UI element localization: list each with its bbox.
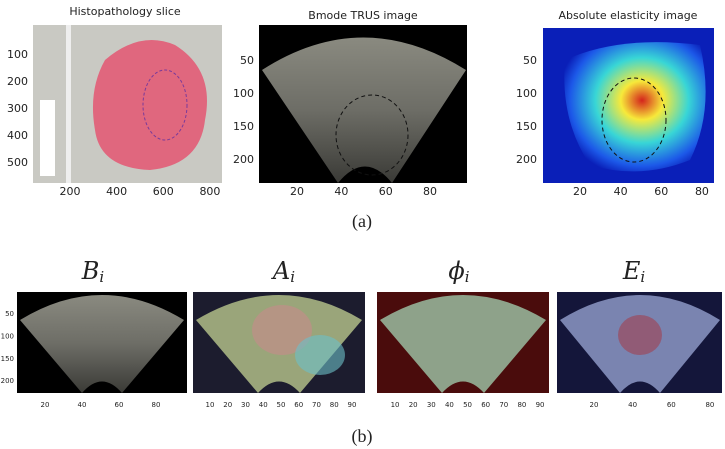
math-label: Ei [622, 257, 646, 287]
y-tick-label: 200 [7, 75, 28, 88]
x-tick-label: 40 [334, 185, 348, 198]
y-tick-label: 100 [1, 332, 14, 340]
x-tick-label: 10 [391, 401, 400, 409]
symbol: A [271, 257, 290, 285]
subscript: i [465, 268, 470, 286]
x-tick-label: 60 [667, 401, 676, 409]
symbol: ϕ [448, 257, 464, 285]
x-tick-label: 80 [517, 401, 526, 409]
x-tick-label: 30 [427, 401, 436, 409]
x-tick-label: 60 [294, 401, 303, 409]
subscript: i [99, 268, 104, 286]
y-tick-label: 100 [7, 48, 28, 61]
figure: Histopathology slice Bmode TRUS image Ab… [0, 0, 725, 449]
bmode-image [259, 25, 467, 183]
x-tick-label: 80 [330, 401, 339, 409]
x-tick-label: 60 [115, 401, 124, 409]
x-tick-label: 90 [348, 401, 357, 409]
y-tick-label: 200 [1, 377, 14, 385]
x-tick-label: 80 [152, 401, 161, 409]
x-tick-label: 80 [423, 185, 437, 198]
x-tick-label: 30 [241, 401, 250, 409]
x-tick-label: 60 [654, 185, 668, 198]
y-tick-label: 50 [5, 310, 14, 318]
math-label: Bi [81, 257, 105, 287]
x-tick-label: 70 [312, 401, 321, 409]
y-tick-label: 150 [516, 120, 537, 133]
y-tick-label: 100 [516, 87, 537, 100]
x-tick-label: 80 [705, 401, 714, 409]
symbol: E [622, 257, 641, 285]
x-tick-label: 50 [277, 401, 286, 409]
x-tick-label: 80 [695, 185, 709, 198]
math-label: Ai [271, 257, 295, 287]
x-tick-label: 40 [628, 401, 637, 409]
y-tick-label: 400 [7, 129, 28, 142]
elasticity-small [557, 292, 722, 393]
y-tick-label: 150 [1, 355, 14, 363]
x-tick-label: 20 [573, 185, 587, 198]
x-tick-label: 40 [614, 185, 628, 198]
x-tick-label: 200 [59, 185, 80, 198]
x-tick-label: 400 [106, 185, 127, 198]
y-tick-label: 200 [516, 153, 537, 166]
caption: (b) [352, 426, 373, 447]
x-tick-label: 40 [78, 401, 87, 409]
y-tick-label: 50 [240, 54, 254, 67]
x-tick-label: 90 [536, 401, 545, 409]
y-tick-label: 200 [233, 153, 254, 166]
amplitude-image [193, 292, 365, 393]
x-tick-label: 40 [445, 401, 454, 409]
y-tick-label: 50 [523, 54, 537, 67]
x-tick-label: 70 [499, 401, 508, 409]
x-tick-label: 20 [290, 185, 304, 198]
x-tick-label: 600 [153, 185, 174, 198]
y-tick-label: 100 [233, 87, 254, 100]
y-tick-label: 150 [233, 120, 254, 133]
histology-image [33, 25, 222, 183]
phase-image [377, 292, 549, 393]
x-tick-label: 20 [589, 401, 598, 409]
panel-title: Histopathology slice [69, 5, 181, 18]
y-tick-label: 300 [7, 102, 28, 115]
math-label: ϕi [448, 257, 469, 287]
caption: (a) [352, 211, 372, 232]
x-tick-label: 40 [259, 401, 268, 409]
panel-title: Bmode TRUS image [308, 9, 418, 22]
bmode-small [17, 292, 187, 393]
x-tick-label: 20 [223, 401, 232, 409]
symbol: B [81, 257, 100, 285]
x-tick-label: 60 [379, 185, 393, 198]
subscript: i [290, 268, 295, 286]
x-tick-label: 50 [463, 401, 472, 409]
x-tick-label: 800 [199, 185, 220, 198]
y-tick-label: 500 [7, 156, 28, 169]
subscript: i [640, 268, 645, 286]
elasticity-image [543, 28, 714, 183]
x-tick-label: 20 [409, 401, 418, 409]
x-tick-label: 10 [206, 401, 215, 409]
panel-title: Absolute elasticity image [559, 9, 698, 22]
x-tick-label: 60 [481, 401, 490, 409]
x-tick-label: 20 [41, 401, 50, 409]
